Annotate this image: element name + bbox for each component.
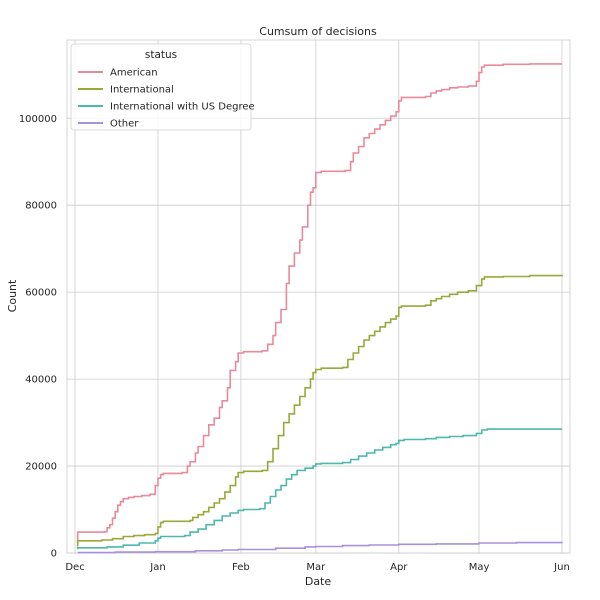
legend-label-other: Other [110, 119, 139, 130]
legend: status American International Internationa… [70, 43, 255, 131]
y-tick-label: 80000 [25, 201, 57, 212]
x-tick-label: Mar [306, 562, 326, 573]
legend-label-international: International [110, 85, 174, 96]
series-line-international-with-us-degree [76, 428, 562, 550]
y-axis-label: Count [6, 279, 19, 312]
series-line-international [76, 274, 563, 547]
y-tick-label: 20000 [25, 462, 57, 473]
tick-labels: Dec Jan Feb Mar Apr May Jun 0 20000 40000 60000 800… [19, 114, 570, 573]
legend-label-american: American [110, 68, 158, 79]
x-tick-label: Jun [553, 562, 570, 573]
x-tick-label: Jan [149, 562, 165, 573]
legend-box [70, 43, 252, 131]
y-tick-label: 100000 [19, 114, 57, 125]
y-tick-label: 0 [51, 549, 57, 560]
series-line-american [76, 63, 562, 543]
legend-title: status [145, 49, 177, 61]
chart-title: Cumsum of decisions [259, 25, 377, 38]
legend-label-international-with-us-degree: International with US Degree [110, 102, 255, 113]
y-tick-label: 40000 [25, 375, 57, 386]
x-tick-label: May [469, 562, 490, 573]
series-line-other [77, 541, 563, 554]
x-tick-label: Feb [232, 562, 250, 573]
x-tick-label: Dec [65, 562, 84, 573]
y-tick-label: 60000 [25, 288, 57, 299]
legend-items: American International International with … [78, 68, 255, 130]
x-axis-label: Date [305, 575, 332, 588]
series-lines [76, 63, 563, 554]
x-tick-label: Apr [390, 562, 408, 573]
